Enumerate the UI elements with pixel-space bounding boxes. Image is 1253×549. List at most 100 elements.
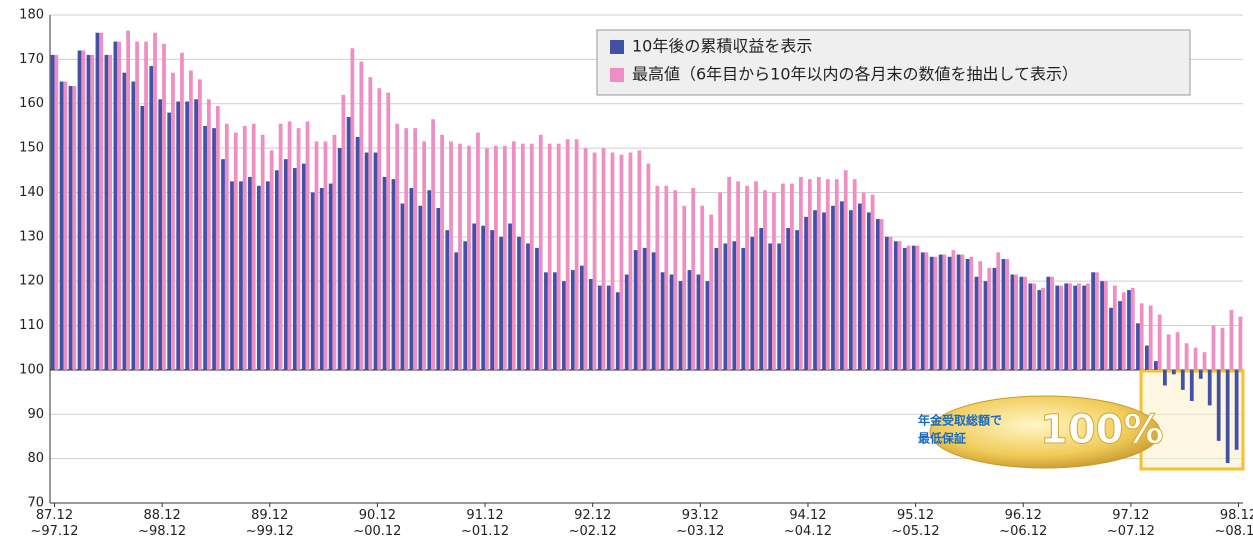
bar	[718, 192, 722, 369]
bar	[948, 257, 952, 370]
bar	[440, 135, 444, 370]
bar	[741, 248, 745, 370]
bar	[512, 141, 516, 369]
bar	[445, 230, 449, 370]
bar	[1082, 286, 1086, 370]
x-tick-label: 91.12~01.12	[461, 508, 509, 539]
bar	[709, 215, 713, 370]
bar	[401, 204, 405, 370]
bar	[1185, 343, 1189, 370]
bar	[333, 135, 337, 370]
bar	[167, 113, 171, 370]
bar	[930, 257, 934, 370]
bar	[140, 106, 144, 370]
x-tick-label: 92.12~02.12	[569, 508, 617, 539]
bar	[858, 204, 862, 370]
bar	[266, 181, 270, 370]
bar	[1190, 370, 1194, 401]
bar	[535, 248, 539, 370]
bar	[1136, 323, 1140, 370]
bar	[589, 279, 593, 370]
bar	[454, 252, 458, 370]
legend-label: 10年後の累積収益を表示	[632, 37, 812, 56]
bar	[1014, 275, 1018, 370]
bar	[643, 248, 647, 370]
bar	[395, 124, 399, 370]
bar	[126, 31, 130, 370]
bar	[1055, 286, 1059, 370]
bar	[960, 255, 964, 370]
legend-swatch	[610, 68, 624, 82]
bar	[903, 248, 907, 370]
bar	[135, 42, 139, 370]
bar	[467, 146, 471, 370]
bar	[1104, 281, 1108, 370]
bar	[862, 192, 866, 369]
bar	[1203, 352, 1207, 370]
y-tick-label: 110	[19, 318, 44, 333]
bar	[1077, 283, 1081, 370]
legend-swatch	[610, 40, 624, 54]
bar	[817, 177, 821, 370]
bar	[315, 141, 319, 369]
bar	[422, 141, 426, 369]
bar	[257, 186, 261, 370]
bar	[647, 164, 651, 370]
x-tick-label: 98.12~08.12	[1214, 508, 1253, 539]
bar	[365, 153, 369, 370]
legend-label: 最高値（6年目から10年以内の各月末の数値を抽出して表示）	[632, 65, 1078, 84]
x-tick-label: 97.12~07.12	[1107, 508, 1155, 539]
y-tick-label: 130	[19, 229, 44, 244]
bar	[87, 55, 91, 370]
bar	[69, 86, 73, 370]
bar	[212, 128, 216, 370]
bar	[987, 268, 991, 370]
bar	[306, 121, 310, 369]
bar	[1064, 283, 1068, 370]
bar	[880, 219, 884, 370]
bar	[105, 55, 109, 370]
bar	[392, 179, 396, 370]
y-tick-label: 170	[19, 52, 44, 67]
bar	[661, 272, 665, 370]
bar	[670, 275, 674, 370]
y-tick-label: 80	[27, 451, 44, 466]
bar	[996, 252, 1000, 370]
bar	[1005, 259, 1009, 370]
bar	[1172, 370, 1176, 374]
bar	[311, 192, 315, 369]
bar	[1239, 317, 1243, 370]
bar	[553, 272, 557, 370]
bar	[207, 99, 211, 370]
bar	[1059, 286, 1063, 370]
bar	[490, 230, 494, 370]
x-tick-label: 93.12~03.12	[676, 508, 724, 539]
bar	[763, 190, 767, 370]
bar	[1095, 272, 1099, 370]
badge-text: 最低保証	[918, 431, 966, 446]
bar	[54, 55, 58, 370]
bar	[51, 55, 55, 370]
bar	[1154, 361, 1158, 370]
bar	[700, 206, 704, 370]
bar	[1235, 370, 1239, 450]
bar	[302, 164, 306, 370]
bar	[611, 153, 615, 370]
y-tick-label: 90	[27, 407, 44, 422]
bar	[808, 179, 812, 370]
bar	[607, 286, 611, 370]
bar	[655, 186, 659, 370]
bar	[198, 79, 202, 370]
bar	[1230, 310, 1234, 370]
bar	[176, 102, 180, 370]
bar	[275, 170, 279, 370]
bar	[288, 121, 292, 369]
bar	[598, 286, 602, 370]
bar	[1050, 277, 1054, 370]
bar	[831, 206, 835, 370]
y-tick-label: 120	[19, 274, 44, 289]
x-tick-label: 88.12~98.12	[138, 508, 186, 539]
bar	[359, 62, 363, 370]
bar	[60, 82, 64, 370]
bar	[1226, 370, 1230, 463]
